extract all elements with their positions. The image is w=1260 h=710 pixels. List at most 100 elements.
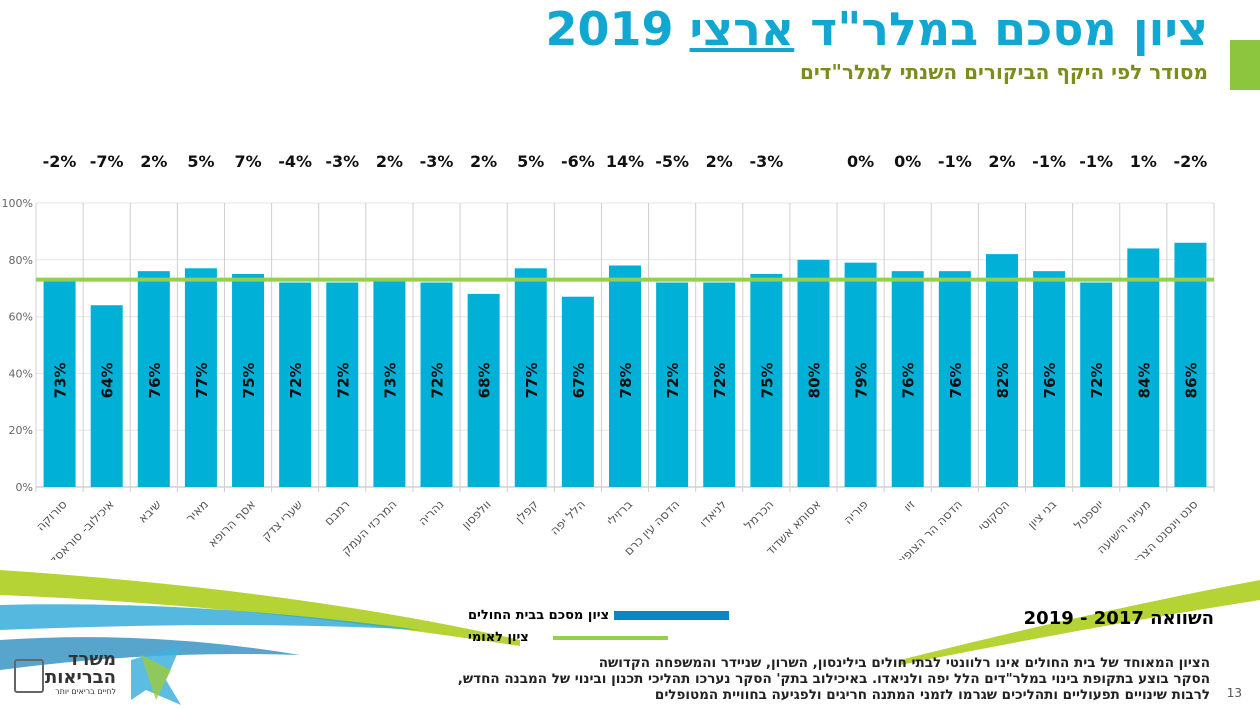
change-label: -1% <box>1032 152 1066 171</box>
change-label: -3% <box>325 152 359 171</box>
bar-value-label: 76% <box>1041 362 1059 398</box>
bar <box>279 282 312 487</box>
change-label: 0% <box>894 152 921 171</box>
note-line: הציון המאוחד של בית החולים אינו רלוונטי … <box>598 655 1210 671</box>
legend-national: ציון לאומי <box>468 630 669 645</box>
accent-bar <box>1230 40 1260 90</box>
x-tick-label: זיו <box>901 497 918 514</box>
bar <box>1174 242 1207 487</box>
x-tick-label: לניאדו <box>697 497 730 530</box>
x-tick-label: נהריה <box>416 497 447 528</box>
change-label: 5% <box>187 152 214 171</box>
bar-value-label: 77% <box>523 362 541 398</box>
bar <box>467 293 500 487</box>
x-tick-label: שיבא <box>136 497 164 525</box>
page-number: 13 <box>1226 686 1242 700</box>
bar-value-label: 67% <box>570 362 588 398</box>
legend-hospital-label: ציון מסכם בבית החולים <box>468 608 610 623</box>
legend-swatch-line <box>553 635 669 640</box>
x-tick-label: יוספטל <box>1071 497 1106 532</box>
bar <box>43 279 76 487</box>
change-label: 7% <box>234 152 261 171</box>
x-tick-label: אסף הרופא <box>205 497 258 550</box>
change-label: -7% <box>90 152 124 171</box>
y-tick-label: 100% <box>2 197 33 210</box>
x-tick-label: וולפסון <box>459 497 494 532</box>
bar-value-label: 72% <box>334 362 352 398</box>
bar <box>1033 271 1066 487</box>
legend-swatch-bar <box>613 611 729 620</box>
bar <box>891 271 924 487</box>
emblem-icon <box>14 659 44 693</box>
legend-hospital: ציון מסכם בבית החולים <box>468 608 729 623</box>
x-tick-label: שערי צדק <box>259 497 305 543</box>
comparison-label: השוואה 2017 - 2019 <box>1023 608 1214 629</box>
bar-value-label: 77% <box>193 362 211 398</box>
bar <box>1080 282 1113 487</box>
x-tick-label: מאיר <box>183 497 211 525</box>
bar <box>797 259 830 487</box>
change-label: 0% <box>847 152 874 171</box>
bar <box>938 271 971 487</box>
change-label: 5% <box>517 152 544 171</box>
change-label: 2% <box>706 152 733 171</box>
change-label: 14% <box>606 152 644 171</box>
bar <box>750 274 783 487</box>
y-tick-label: 40% <box>9 367 33 380</box>
bar <box>373 279 406 487</box>
x-tick-label: הכרמל <box>741 497 776 532</box>
bar-value-label: 86% <box>1182 362 1200 398</box>
change-label: -3% <box>420 152 454 171</box>
bar <box>90 305 123 487</box>
bar-value-label: 76% <box>947 362 965 398</box>
ministry-logo: משרד הבריאות לחיים בריאים יותר <box>14 645 181 705</box>
change-label: -1% <box>1079 152 1113 171</box>
bar-value-label: 68% <box>476 362 494 398</box>
change-label: 1% <box>1130 152 1157 171</box>
x-tick-label: סנט וינסנט הצרפתי <box>1121 497 1201 560</box>
logo-tagline: לחיים בריאים יותר <box>55 687 116 696</box>
bar-value-label: 72% <box>664 362 682 398</box>
change-label: -5% <box>655 152 689 171</box>
bar <box>656 282 689 487</box>
change-label: 2% <box>470 152 497 171</box>
x-tick-label: פוריה <box>841 497 871 527</box>
bar <box>514 268 547 487</box>
change-label: -3% <box>749 152 783 171</box>
bar-value-label: 73% <box>52 362 70 398</box>
logo-line1: משרד <box>67 649 116 670</box>
bar-value-label: 78% <box>617 362 635 398</box>
bar <box>561 296 594 487</box>
y-tick-label: 20% <box>9 424 33 437</box>
change-label: 2% <box>376 152 403 171</box>
x-tick-label: הלל יפה <box>547 497 588 538</box>
bar <box>985 254 1018 487</box>
bar <box>844 262 877 487</box>
bar-chart: 0%20%40%60%80%100%73%-2%סורוקה64%-7%איכי… <box>2 152 1215 560</box>
title-suffix: 2019 <box>545 2 690 56</box>
change-label: 2% <box>988 152 1015 171</box>
y-tick-label: 80% <box>9 254 33 267</box>
page-subtitle: מסודר לפי היקף הביקורים השנתי למלר"דים <box>799 60 1208 84</box>
x-tick-label: בני ציון <box>1025 497 1059 531</box>
bar <box>420 282 453 487</box>
note-line: הסקר בוצע בתקופת בינוי במלר"דים הלל יפה … <box>457 671 1210 687</box>
change-label: -6% <box>561 152 595 171</box>
title-underlined: ארצי <box>689 2 795 56</box>
bar <box>326 282 359 487</box>
decorative-swoosh <box>0 570 1260 670</box>
bar <box>1127 248 1160 487</box>
bar-value-label: 76% <box>146 362 164 398</box>
star-logo-icon <box>131 645 181 705</box>
y-tick-label: 0% <box>16 481 33 494</box>
x-tick-label: סורוקה <box>33 497 70 534</box>
change-label: 2% <box>140 152 167 171</box>
bar <box>232 274 265 487</box>
bar-value-label: 84% <box>1135 362 1153 398</box>
change-label: -2% <box>43 152 77 171</box>
x-tick-label: קפלן <box>513 497 541 525</box>
title-prefix: ציון מסכם במלר"ד <box>794 2 1208 56</box>
bar-value-label: 75% <box>240 362 258 398</box>
bar <box>703 282 736 487</box>
bar-value-label: 73% <box>381 362 399 398</box>
